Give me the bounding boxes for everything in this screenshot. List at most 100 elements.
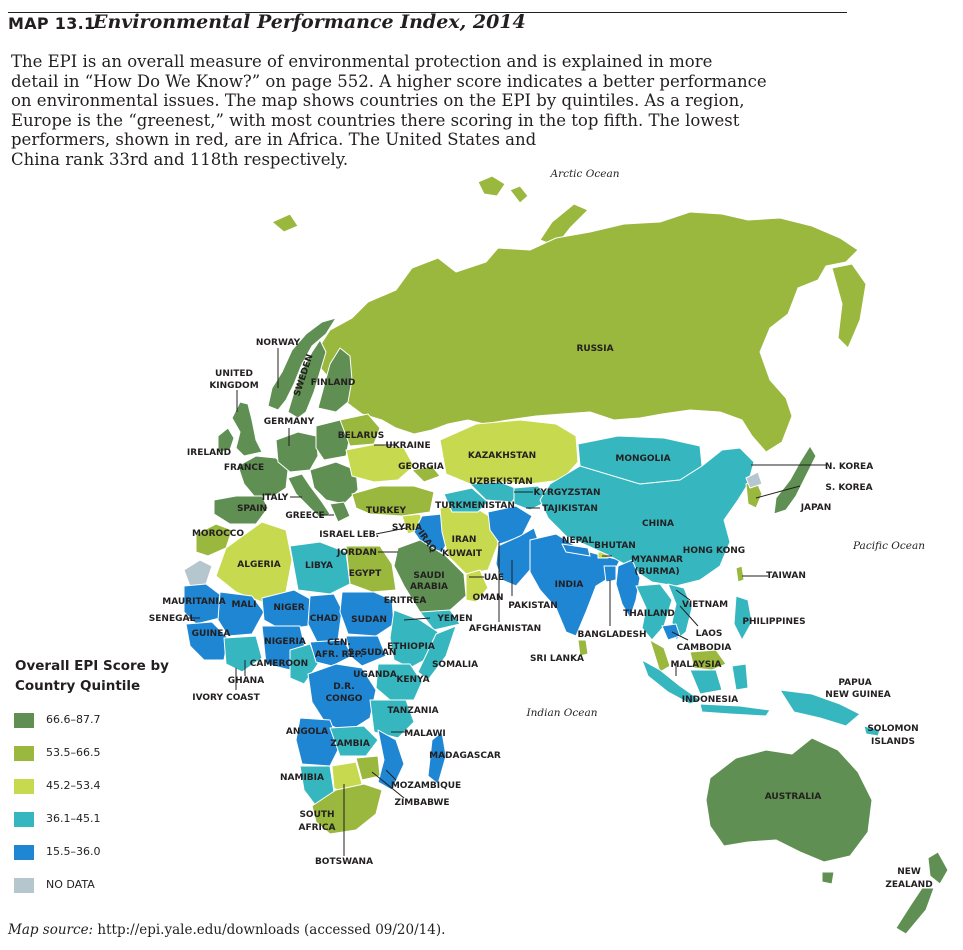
country-shape-russia	[311, 211, 859, 453]
country-label: AFRICA	[299, 823, 336, 833]
ocean-label: Indian Ocean	[525, 707, 597, 719]
country-shape-solomon-islands	[863, 725, 881, 737]
country-shape-china	[539, 447, 755, 587]
country-label: BHUTAN	[594, 541, 636, 551]
country-shape-taiwan	[735, 565, 745, 583]
country-label: CHAD	[310, 614, 339, 624]
country-label: N. KOREA	[825, 462, 873, 472]
country-shape-malaysia	[649, 639, 671, 673]
country-shape-dr-congo	[307, 663, 377, 733]
source-link[interactable]: http://epi.yale.edu/downloads (accessed …	[97, 922, 446, 938]
country-shape-turkey	[351, 485, 435, 517]
country-label: UAE	[484, 573, 504, 583]
legend-swatch	[14, 812, 34, 827]
country-label: SENEGAL	[149, 614, 196, 624]
map-labels: Arctic Ocean Pacific Ocean Indian Ocean …	[149, 168, 933, 890]
country-shape-zambia	[329, 725, 379, 757]
country-shape-turkmenistan	[443, 487, 489, 513]
country-shape-finland	[317, 347, 353, 413]
country-shape-philippines	[733, 595, 753, 641]
country-shape-western-sahara	[183, 559, 213, 587]
country-label: TURKMENISTAN	[435, 501, 515, 511]
country-shape-madagascar	[427, 731, 447, 785]
country-label: SOMALIA	[432, 660, 478, 670]
country-label: JAPAN	[800, 503, 832, 513]
country-label: UGANDA	[353, 670, 397, 680]
country-shape-niger	[261, 589, 313, 631]
country-label: ISRAEL	[319, 530, 355, 540]
country-label: PHILIPPINES	[742, 617, 805, 627]
country-shape-mali	[217, 591, 265, 637]
country-label: S. KOREA	[825, 483, 872, 493]
country-label: SUDAN	[351, 615, 387, 625]
country-shape-ireland	[217, 427, 235, 453]
country-shape-arctic-islands	[509, 185, 529, 204]
country-label: ZAMBIA	[330, 739, 370, 749]
description-line: performers, shown in red, are in Africa.…	[11, 130, 537, 149]
country-label: MONGOLIA	[615, 454, 670, 464]
country-label: CONGO	[326, 694, 363, 704]
country-label: MOZAMBIQUE	[391, 781, 461, 791]
country-label: SRI LANKA	[530, 654, 584, 664]
country-label: FRANCE	[224, 463, 264, 473]
country-label: KUWAIT	[442, 549, 483, 559]
ocean-label: Pacific Ocean	[852, 540, 925, 552]
country-shape-south-africa	[311, 783, 383, 835]
country-label: ETHIOPIA	[387, 642, 435, 652]
legend-label: 45.2–53.4	[46, 779, 101, 792]
country-label: INDONESIA	[682, 695, 739, 705]
country-label: ISLANDS	[871, 737, 915, 747]
legend-swatch	[14, 878, 34, 893]
country-label: SOLOMON	[867, 724, 918, 734]
country-label: NIGER	[273, 603, 304, 613]
country-label: KENYA	[396, 675, 429, 685]
country-shape-kazakhstan	[439, 419, 579, 485]
country-label: BANGLADESH	[577, 630, 646, 640]
country-label: KAZAKHSTAN	[468, 451, 536, 461]
country-label: MYANMAR	[631, 555, 683, 565]
description-line: on environmental issues. The map shows c…	[11, 91, 745, 110]
country-label: UKRAINE	[385, 441, 430, 451]
country-shape-indonesia	[641, 659, 701, 705]
country-label: GEORGIA	[398, 462, 444, 472]
country-label: NEPAL	[562, 536, 594, 546]
country-label: IRAN	[452, 535, 477, 545]
country-shape-new-zealand	[927, 851, 949, 885]
country-shape-indonesia	[689, 669, 723, 695]
country-shape-greece	[329, 501, 351, 523]
country-label: UZBEKISTAN	[469, 477, 533, 487]
country-label: NEW	[897, 867, 921, 877]
country-shape-sudan	[339, 591, 395, 637]
country-shape-italy	[287, 473, 331, 519]
country-label: SOUTH	[299, 810, 334, 820]
country-label: ERITREA	[384, 596, 427, 606]
country-label: HONG KONG	[683, 546, 745, 556]
country-label: UNITED	[215, 369, 253, 379]
country-label: CAMBODIA	[677, 643, 732, 653]
country-label: ANGOLA	[286, 727, 328, 737]
legend-title-line: Overall EPI Score by	[15, 658, 169, 674]
country-label: ARABIA	[410, 582, 448, 592]
land-shapes	[183, 175, 949, 935]
country-shape-saudi-arabia	[393, 539, 467, 613]
country-label: TAJIKISTAN	[542, 504, 598, 514]
country-shape-georgia	[411, 465, 441, 483]
country-label: ITALY	[262, 493, 289, 503]
country-shape-uganda-kenya	[375, 663, 423, 701]
legend-label: 66.6–87.7	[46, 713, 101, 726]
legend-swatch	[14, 746, 34, 761]
country-label: GHANA	[228, 676, 264, 686]
country-label: AUSTRALIA	[765, 792, 822, 802]
country-label: MALI	[231, 600, 256, 610]
legend-swatch	[14, 779, 34, 794]
country-label: FINLAND	[311, 378, 356, 388]
country-shape-indonesia	[731, 663, 749, 691]
country-shape-belarus	[339, 413, 381, 447]
country-label: EGYPT	[349, 569, 382, 579]
country-label: TURKEY	[366, 506, 406, 516]
country-label: ALGERIA	[237, 560, 281, 570]
leader-lines	[188, 348, 826, 856]
country-label: OMAN	[472, 593, 503, 603]
description-line: The EPI is an overall measure of environ…	[11, 52, 713, 71]
country-label: SPAIN	[237, 504, 267, 514]
